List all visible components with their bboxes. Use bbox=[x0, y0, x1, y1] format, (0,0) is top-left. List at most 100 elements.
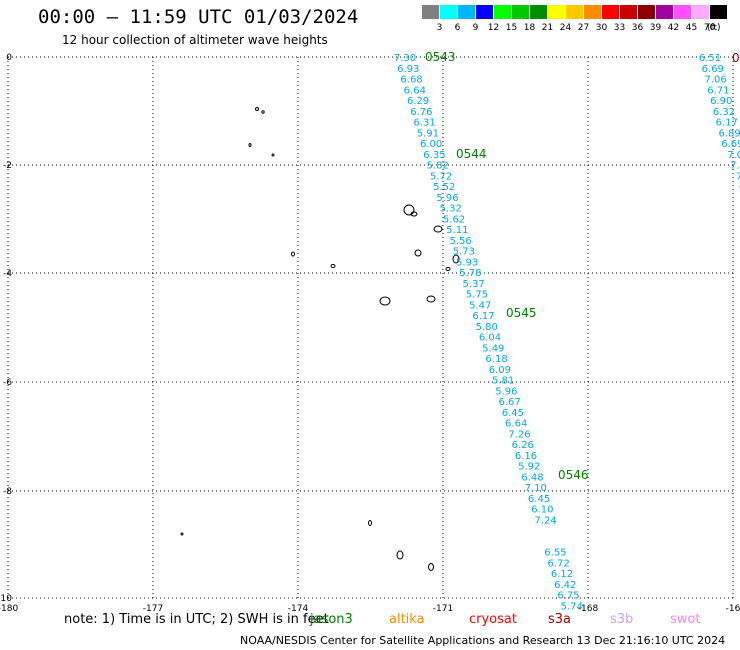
legend-label: 15 bbox=[505, 23, 518, 33]
island bbox=[261, 110, 265, 114]
swh-value: 6.67 bbox=[499, 397, 521, 408]
swh-value: 6.64 bbox=[404, 85, 426, 96]
legend-label: 6 bbox=[454, 23, 461, 33]
time-label: 0546 bbox=[558, 468, 589, 482]
legend-swatch bbox=[602, 5, 619, 19]
legend-swatch bbox=[440, 5, 457, 19]
island bbox=[368, 520, 372, 526]
swh-value: 5.80 bbox=[476, 322, 498, 333]
swh-value: 5.91 bbox=[417, 128, 439, 139]
swh-value: 6.51 bbox=[699, 53, 721, 64]
satellite-s3a: s3a bbox=[548, 612, 572, 627]
swh-value: 7.0 bbox=[727, 150, 740, 161]
x-tick-label: -168 bbox=[578, 604, 599, 614]
legend-swatch bbox=[512, 5, 529, 19]
footer-note: note: 1) Time is in UTC; 2) SWH is in fe… bbox=[64, 612, 329, 627]
swh-value: 6.68 bbox=[400, 75, 422, 86]
swh-value: 7.24 bbox=[534, 515, 556, 526]
x-tick-label: -171 bbox=[433, 604, 453, 614]
satellite-s3b: s3b bbox=[610, 612, 634, 627]
page-subtitle: 12 hour collection of altimeter wave hei… bbox=[62, 33, 328, 47]
y-tick-label: -2 bbox=[3, 161, 12, 171]
island bbox=[255, 107, 259, 111]
swh-value: 6.31 bbox=[413, 118, 435, 129]
island bbox=[403, 204, 415, 216]
swh-value: 5.32 bbox=[440, 204, 462, 215]
map-grid bbox=[7, 56, 734, 599]
jason3-track-1: 7.306.936.686.646.296.766.315.916.006.35… bbox=[394, 50, 589, 612]
swh-value: 7.10 bbox=[525, 483, 547, 494]
credit-line: NOAA/NESDIS Center for Satellite Applica… bbox=[240, 634, 726, 647]
y-tick-label: 0 bbox=[6, 53, 12, 63]
swh-value: 6.12 bbox=[551, 569, 573, 580]
swh-value: 5.92 bbox=[518, 462, 540, 473]
legend-label: 42 bbox=[667, 23, 680, 33]
swh-value: 5.82 bbox=[427, 161, 449, 172]
x-tick-label: -180 bbox=[0, 604, 18, 614]
legend-swatch bbox=[584, 5, 601, 19]
swh-value: 6.09 bbox=[489, 365, 511, 376]
legend-label: 27 bbox=[577, 23, 590, 33]
island bbox=[396, 550, 404, 560]
legend-label: 33 bbox=[613, 23, 626, 33]
y-tick-label: -8 bbox=[3, 487, 12, 497]
legend-label: 24 bbox=[559, 23, 572, 33]
satellite-jason3: jason3 bbox=[310, 612, 353, 627]
island bbox=[428, 563, 434, 571]
swh-value: 6.93 bbox=[397, 64, 419, 75]
legend-swatch bbox=[656, 5, 673, 19]
swh-value: 6.18 bbox=[485, 354, 507, 365]
legend-label: 9 bbox=[472, 23, 479, 33]
swh-value: 6.55 bbox=[544, 548, 566, 559]
legend-swatch bbox=[692, 5, 709, 19]
swh-value: 6.64 bbox=[505, 419, 527, 430]
swh-value: 5.52 bbox=[433, 182, 455, 193]
swh-value: 6.17 bbox=[472, 311, 494, 322]
island bbox=[414, 249, 422, 257]
swh-value: 6.72 bbox=[548, 558, 570, 569]
page-title: 00:00 – 11:59 UTC 01/03/2024 bbox=[38, 6, 359, 28]
legend-swatch bbox=[494, 5, 511, 19]
swh-value: 6.45 bbox=[502, 408, 524, 419]
swh-value: 7. bbox=[736, 171, 740, 182]
island bbox=[180, 532, 184, 536]
x-tick-label: -174 bbox=[288, 604, 309, 614]
swh-value: 6.75 bbox=[557, 591, 579, 602]
island bbox=[452, 254, 460, 264]
time-label: 0545 bbox=[506, 306, 537, 320]
swh-value: 6.32 bbox=[713, 107, 735, 118]
island bbox=[248, 143, 252, 147]
swh-value: 7.06 bbox=[704, 75, 726, 86]
legend-label: 21 bbox=[541, 23, 554, 33]
legend-swatch bbox=[530, 5, 547, 19]
island bbox=[433, 225, 443, 233]
satellite-swot: swot bbox=[670, 612, 701, 627]
swh-value: 5.74 bbox=[561, 601, 583, 612]
legend-swatch bbox=[548, 5, 565, 19]
island bbox=[271, 153, 275, 157]
y-tick-label: -10 bbox=[0, 594, 12, 604]
swh-value: 6.90 bbox=[710, 96, 732, 107]
time-label: 0543 bbox=[425, 50, 456, 64]
swh-value: 5.72 bbox=[430, 171, 452, 182]
swh-value: 5.96 bbox=[495, 386, 517, 397]
swh-value: 5.37 bbox=[463, 279, 485, 290]
swh-value: 5.49 bbox=[482, 343, 504, 354]
legend-swatch bbox=[566, 5, 583, 19]
jason3-track-2: 6.516.697.066.716.906.326.176.896.697.07… bbox=[699, 51, 740, 193]
island bbox=[291, 251, 295, 257]
satellite-cryosat: cryosat bbox=[469, 612, 517, 627]
legend-label: 36 bbox=[631, 23, 644, 33]
legend-swatch bbox=[422, 5, 439, 19]
swh-value: 6.04 bbox=[479, 333, 501, 344]
island-outlines bbox=[180, 107, 460, 571]
wave-height-legend: 3 6 9 12 15 18 21 24 27 30 33 36 39 42 45 70 (ft) bbox=[422, 5, 728, 35]
swh-value: 6.89 bbox=[718, 128, 740, 139]
island bbox=[379, 296, 391, 306]
swh-value: 6.00 bbox=[420, 139, 442, 150]
x-tick-label: -16 bbox=[726, 604, 740, 614]
legend-label: 12 bbox=[487, 23, 500, 33]
legend-swatch bbox=[458, 5, 475, 19]
legend-swatch bbox=[674, 5, 691, 19]
